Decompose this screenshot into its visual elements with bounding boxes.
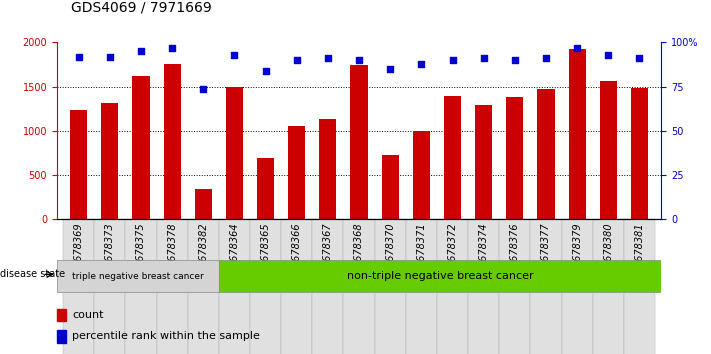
Point (540, 56, 552, 61)
Point (104, 54, 115, 59)
Text: percentile rank within the sample: percentile rank within the sample (72, 331, 260, 341)
Bar (312, 219, 343, 354)
Point (322, 56, 333, 61)
Point (291, 57, 302, 63)
Bar (624, 219, 655, 354)
Bar (101, 103, 119, 219)
Bar (250, 219, 281, 354)
Bar (57, 260, 219, 292)
Point (416, 61, 427, 67)
Text: disease state: disease state (0, 269, 65, 279)
Text: GDS4069 / 7971669: GDS4069 / 7971669 (71, 0, 212, 14)
Bar (188, 219, 219, 354)
Text: count: count (72, 310, 104, 320)
Point (166, 45, 178, 51)
Bar (375, 219, 406, 354)
Bar (631, 88, 648, 219)
Bar (437, 219, 468, 354)
Bar (530, 219, 562, 354)
Bar (132, 76, 149, 219)
Bar (468, 219, 499, 354)
Bar (57, 330, 66, 343)
Point (572, 45, 583, 51)
Bar (219, 260, 661, 292)
Bar (406, 219, 437, 354)
Point (634, 56, 645, 61)
Bar (156, 219, 188, 354)
Bar (413, 131, 430, 219)
Bar (70, 110, 87, 219)
Bar (57, 309, 66, 321)
Point (260, 68, 272, 74)
Bar (538, 88, 555, 219)
Bar (562, 219, 593, 354)
Bar (63, 219, 95, 354)
Bar (444, 96, 461, 219)
Point (198, 86, 209, 91)
Bar (506, 97, 523, 219)
Text: non-triple negative breast cancer: non-triple negative breast cancer (347, 271, 533, 281)
Bar (569, 49, 586, 219)
Bar (343, 219, 375, 354)
Bar (195, 189, 212, 219)
Bar (499, 219, 530, 354)
Bar (226, 87, 243, 219)
Bar (475, 105, 492, 219)
Bar (219, 219, 250, 354)
Bar (599, 81, 617, 219)
Point (135, 48, 146, 54)
Point (385, 66, 396, 72)
Bar (95, 219, 125, 354)
Point (509, 57, 520, 63)
Bar (351, 65, 368, 219)
Bar (382, 155, 399, 219)
Bar (288, 126, 305, 219)
Point (603, 52, 614, 58)
Bar (164, 64, 181, 219)
Text: triple negative breast cancer: triple negative breast cancer (72, 272, 204, 281)
Point (73, 54, 85, 59)
Point (229, 52, 240, 58)
Bar (257, 158, 274, 219)
Bar (281, 219, 312, 354)
Point (478, 56, 489, 61)
Bar (125, 219, 156, 354)
Point (353, 57, 365, 63)
Bar (319, 120, 336, 219)
Bar (593, 219, 624, 354)
Point (447, 57, 458, 63)
